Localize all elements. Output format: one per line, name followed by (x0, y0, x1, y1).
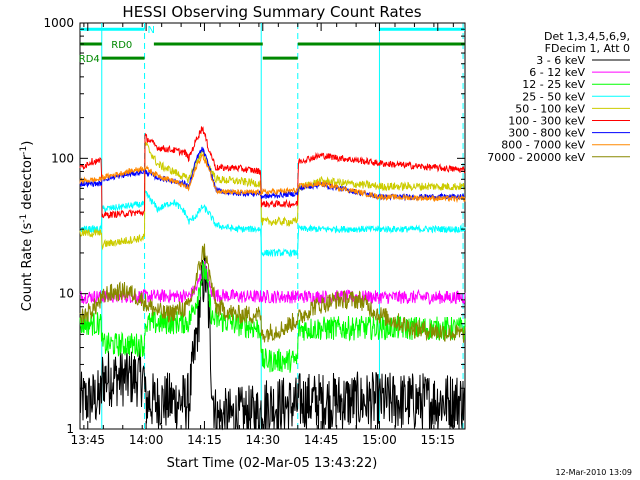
y-axis-label: Count Rate (s-1 detector-1) (19, 141, 35, 312)
x-tick-label: 13:45 (70, 433, 105, 447)
legend-entry-label: 100 - 300 keV (508, 115, 585, 128)
legend-entry-label: 50 - 100 keV (515, 102, 585, 115)
series-line (79, 243, 466, 343)
y-ticks: 1 10 100 1000 (43, 16, 465, 436)
series-line (79, 261, 466, 305)
y-tick-label: 1000 (43, 16, 74, 30)
series-lines (79, 126, 466, 431)
legend-entry-label: 12 - 25 keV (522, 78, 585, 91)
x-tick-label: 15:15 (420, 433, 455, 447)
y-tick-label: 100 (51, 151, 74, 165)
x-axis-label: Start Time (02-Mar-05 13:43:22) (167, 456, 378, 471)
legend-entry-label: 25 - 50 keV (522, 90, 585, 103)
series-line (79, 126, 466, 219)
plot-frame (79, 22, 466, 430)
top-bar-label-rd4: RD4 (79, 54, 100, 65)
y-tick-label: 1 (66, 422, 74, 436)
series-line (79, 141, 465, 251)
x-tick-label: 15:00 (362, 433, 397, 447)
legend-entry-label: 3 - 6 keV (536, 54, 585, 67)
y-tick-label: 10 (59, 287, 74, 301)
x-ticks: 13:45 14:00 14:15 14:30 14:45 15:00 15:15 (70, 23, 455, 447)
legend-header-line-1: Det 1,3,4,5,6,9, (544, 30, 630, 43)
legend: Det 1,3,4,5,6,9, FDecim 1, Att 0 3 - 6 k… (487, 30, 630, 164)
top-bar-label-n: N (148, 25, 155, 36)
chart-title: HESSI Observing Summary Count Rates (122, 3, 421, 21)
x-tick-label: 14:45 (304, 433, 339, 447)
x-tick-label: 14:30 (245, 433, 280, 447)
series-line (79, 251, 466, 431)
legend-entry-label: 300 - 800 keV (508, 127, 585, 140)
top-bar-label-rd0: RD0 (111, 40, 132, 51)
series-line (79, 146, 466, 202)
series-line (79, 153, 466, 204)
legend-entry-label: 800 - 7000 keV (501, 139, 585, 152)
legend-header-line-2: FDecim 1, Att 0 (545, 42, 630, 55)
x-tick-label: 14:00 (129, 433, 164, 447)
series-line (79, 261, 466, 373)
legend-entry-label: 6 - 12 keV (529, 66, 585, 79)
timestamp: 12-Mar-2010 13:09 (556, 468, 633, 477)
x-tick-label: 14:15 (187, 433, 222, 447)
legend-entry-label: 7000 - 20000 keV (487, 151, 585, 164)
top-bars: N RD0 RD4 (79, 25, 465, 65)
